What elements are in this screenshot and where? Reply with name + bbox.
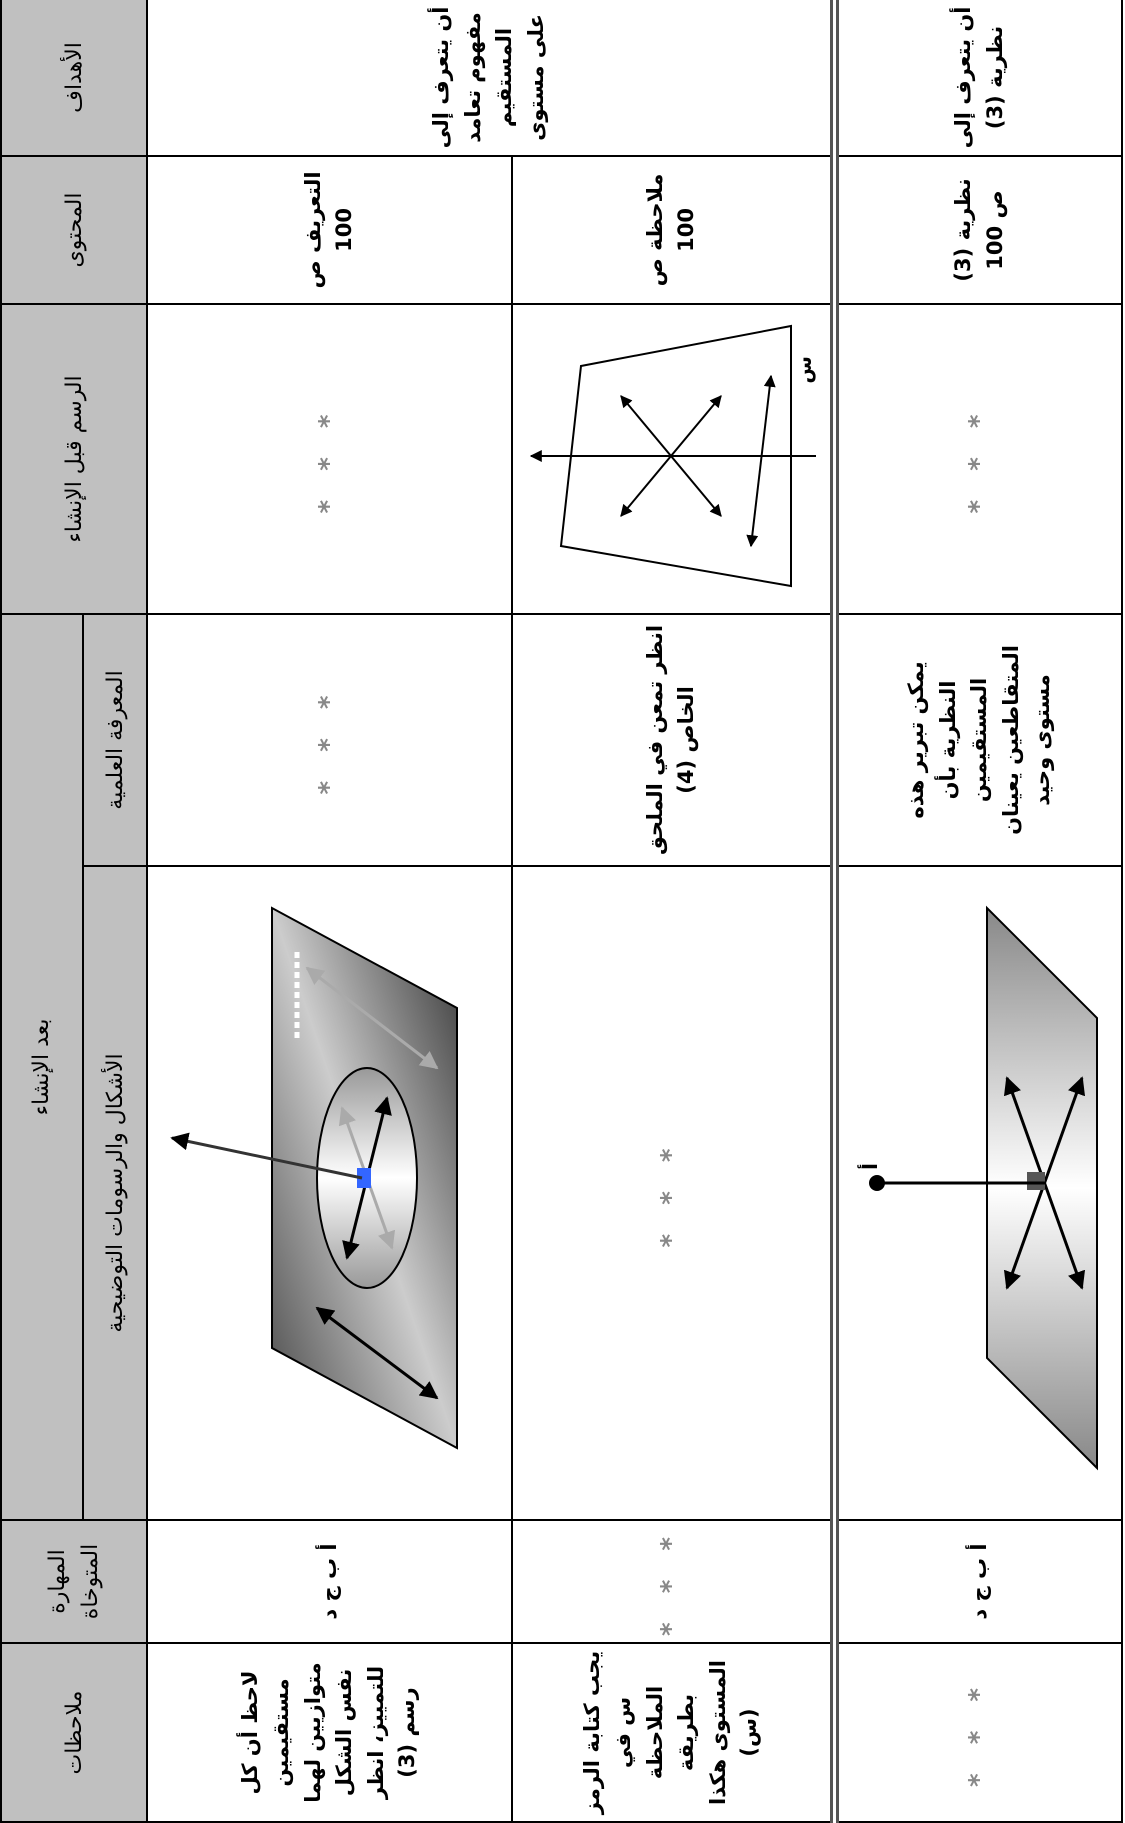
notes-cell: يجب كتابة الرمز س في الملاحظة بطريقة الم…: [511, 1643, 835, 1822]
header-cell: المحتوى: [1, 155, 148, 304]
figure-cell: * * *: [511, 865, 835, 1520]
notes-cell: * * *: [834, 1643, 1122, 1822]
drawing-cell: س: [511, 303, 835, 614]
skill-cell: أ ب ج د: [147, 1520, 512, 1643]
drawing-cell: * * *: [834, 303, 1122, 614]
figure-cell: أ: [834, 865, 1122, 1520]
content-cell: نظرية (3) ص 100: [834, 155, 1122, 304]
objective-cell: أن يتعرف إلى مفهوم تعامد المستقيم على مس…: [147, 0, 835, 156]
knowledge-cell: يمكن تبرير هذه النظرية بأن المستقيمين ال…: [834, 613, 1122, 866]
header-cell: بعد الإنشاء: [1, 613, 83, 1520]
plane-label: س: [792, 356, 816, 384]
figure-theorem: أ: [856, 905, 1099, 1471]
content-cell: ملاحظة ص 100: [511, 155, 835, 304]
drawing-cell: * * *: [147, 303, 512, 614]
figure-plane: س: [530, 325, 817, 588]
header-cell: الأهداف: [1, 0, 148, 156]
skill-cell: * * *: [511, 1520, 835, 1643]
point-label: أ: [856, 1163, 882, 1170]
header-cell: الرسم قبل الإنشاء: [1, 303, 148, 614]
knowledge-cell: * * *: [147, 613, 512, 866]
skill-cell: أ ب ج د: [834, 1520, 1122, 1643]
knowledge-cell: انظر تمعن في الملحق الخاص (4): [511, 613, 835, 866]
header-cell: المهارة المتوخاة: [1, 1520, 148, 1643]
subheader-cell: الأشكال والرسومات التوضيحية: [82, 865, 148, 1520]
content-cell: التعريف ص 100: [147, 155, 512, 304]
header-cell: ملاحظات: [1, 1643, 148, 1822]
subheader-cell: المعرفة العلمية: [82, 613, 148, 866]
figure-cell: [147, 865, 512, 1520]
figure-perpendicular: [170, 906, 458, 1450]
objective-cell: أن يتعرف إلى نظرية (3): [834, 0, 1122, 156]
notes-cell: لاحظ أن كل مستقيمين متوازيين لهما نفس ال…: [147, 1643, 512, 1822]
